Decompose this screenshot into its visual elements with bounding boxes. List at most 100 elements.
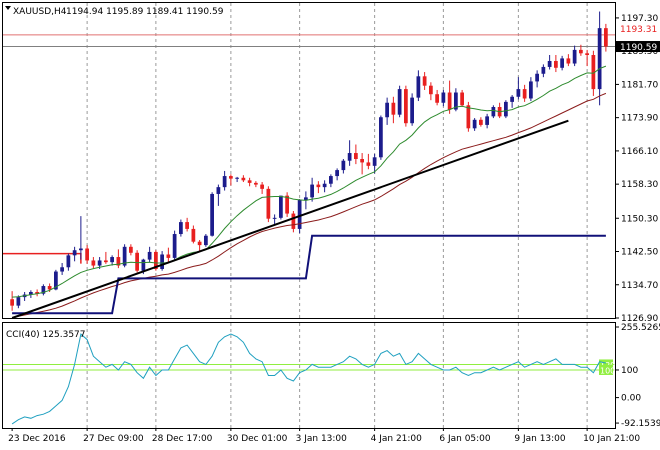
candle-body (547, 60, 552, 67)
time-axis: 23 Dec 2016 27 Dec 09:00 28 Dec 17:00 30 De… (8, 428, 640, 444)
cci-panel-frame (2, 322, 616, 429)
candle-body (260, 184, 264, 189)
cci-level-tag-box (599, 359, 613, 370)
candle-body (147, 251, 152, 260)
candle-body (179, 222, 183, 235)
candle-body (191, 228, 196, 242)
candle-body (591, 55, 596, 90)
cci-title: CCI(40) 125.3577 (6, 330, 86, 340)
price-tick-label: 1126.90 (621, 314, 658, 324)
cci-series: 120100 (3, 333, 615, 425)
ohlc-readout: 1194.94 1195.89 1189.41 1190.59 (66, 7, 224, 17)
price-tick-label: 1134.70 (621, 281, 658, 291)
candle-body (47, 286, 52, 290)
cci-tick-label: 255.5265 (621, 323, 660, 333)
candle-body (291, 213, 296, 229)
price-tick-label: 1173.90 (621, 114, 658, 124)
candle-body (66, 255, 71, 268)
candle-body (91, 260, 96, 266)
cci-line (11, 333, 607, 425)
candle-body (516, 89, 521, 97)
candle-body (185, 222, 189, 229)
candle-body (247, 180, 252, 183)
candle-body (454, 92, 458, 110)
cci-axis: 255.5265 100 0.00 -92.1539 (615, 323, 660, 429)
candle-body (385, 102, 389, 118)
time-tick-label: 23 Dec 2016 (8, 434, 66, 444)
candle-body (104, 260, 108, 263)
candle-body (447, 92, 452, 110)
candle-body (85, 248, 89, 261)
candle-body (504, 101, 508, 117)
candle-body (466, 105, 471, 129)
price-tick-label: 1181.70 (621, 80, 658, 90)
candle-body (397, 89, 402, 115)
candle-body (554, 60, 558, 68)
support-trendline (11, 119, 569, 319)
candle-body (16, 297, 21, 306)
candle-body (172, 234, 177, 258)
price-tick-label: 1142.50 (621, 248, 658, 258)
candle-body (222, 176, 227, 188)
candle-body (472, 119, 477, 129)
candle-body (60, 267, 64, 272)
candle-body (41, 286, 46, 294)
moving-averages (11, 65, 607, 319)
price-tick-label: 1158.30 (621, 180, 658, 190)
time-tick-label: 10 Jan 21:00 (583, 434, 640, 444)
bid-tag-box (616, 41, 660, 53)
candle-body (491, 107, 496, 117)
cci-tick-label: 0.00 (621, 394, 641, 404)
candle-body (122, 246, 127, 266)
price-tick-label: 1166.10 (621, 147, 658, 157)
candle-body (241, 177, 246, 181)
candle-body (410, 97, 414, 124)
trendline (11, 119, 569, 319)
candle-body (329, 176, 333, 184)
candle-body (235, 177, 239, 179)
candle-body (572, 49, 577, 64)
candle-body (522, 89, 527, 99)
candle-body (404, 89, 408, 124)
candle-body (510, 96, 514, 102)
ask-price-tag: 1193.31 (620, 25, 657, 35)
candle-body (335, 170, 339, 177)
candle-body (460, 92, 464, 106)
candlestick-series (10, 11, 608, 311)
candle-body (541, 66, 546, 74)
cci-tick-label: 100 (621, 366, 638, 376)
candle-body (216, 187, 221, 194)
candle-body (135, 252, 139, 271)
time-tick-label: 3 Jan 13:00 (296, 434, 348, 444)
price-tick-label: 1197.30 (621, 14, 658, 24)
time-tick-label: 9 Jan 13:00 (514, 434, 566, 444)
candle-body (354, 153, 358, 160)
candle-body (585, 53, 589, 56)
candle-body (72, 250, 77, 256)
slow-ma-line (11, 92, 607, 319)
candle-body (441, 92, 446, 103)
candle-body (110, 257, 114, 263)
candle-body (29, 291, 33, 295)
symbol-header: XAUUSD,H4 1194.94 1195.89 1189.41 1190.5… (5, 6, 224, 17)
candle-body (360, 159, 364, 163)
candle-body (35, 291, 39, 294)
candle-body (535, 73, 539, 82)
candle-body (322, 183, 327, 188)
price-axis: 1197.30 1189.50 1181.70 1173.90 1166.10 1158.… (615, 14, 658, 324)
candle-body (297, 199, 302, 229)
candle-body (366, 162, 371, 166)
candle-body (97, 260, 102, 266)
candle-body (372, 157, 377, 166)
candle-body (279, 195, 283, 218)
candle-body (479, 119, 483, 125)
candle-body (416, 76, 421, 98)
cci-tick-label: -92.1539 (621, 419, 660, 429)
candle-body (566, 58, 571, 64)
candle-body (429, 85, 433, 95)
candle-body (347, 153, 352, 161)
header-arrow-icon (5, 6, 11, 10)
candle-body (54, 271, 58, 290)
time-tick-label: 6 Jan 05:00 (439, 434, 491, 444)
